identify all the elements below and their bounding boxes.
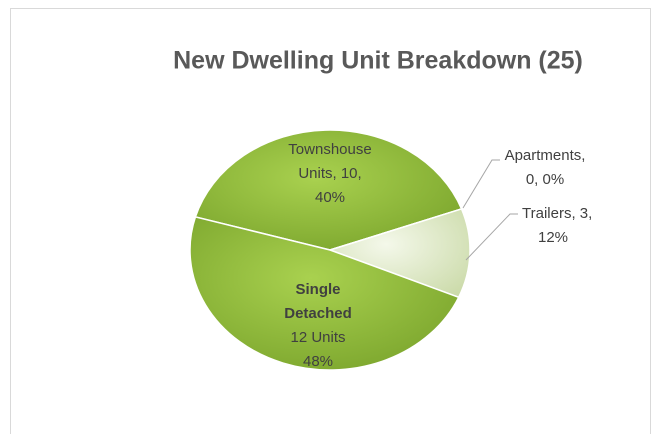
data-label: 12%	[538, 229, 568, 246]
leader-line	[462, 159, 500, 209]
pie-slice	[327, 208, 471, 299]
chart-title: New Dwelling Unit Breakdown (25)	[173, 47, 583, 75]
data-label: Units, 10,	[298, 165, 361, 182]
data-label: 48%	[303, 353, 333, 370]
pie-slice	[189, 216, 460, 371]
data-label: Detached	[284, 305, 352, 322]
data-label: 12 Units	[290, 329, 345, 346]
data-label: Apartments,	[505, 147, 586, 164]
data-label: 40%	[315, 189, 345, 206]
data-label: 0, 0%	[526, 171, 564, 188]
pie-slice	[194, 129, 463, 251]
data-label: Trailers, 3,	[522, 205, 592, 222]
data-label: Single	[295, 281, 340, 298]
leader-line	[465, 213, 518, 261]
data-label: Townshouse	[288, 141, 371, 158]
